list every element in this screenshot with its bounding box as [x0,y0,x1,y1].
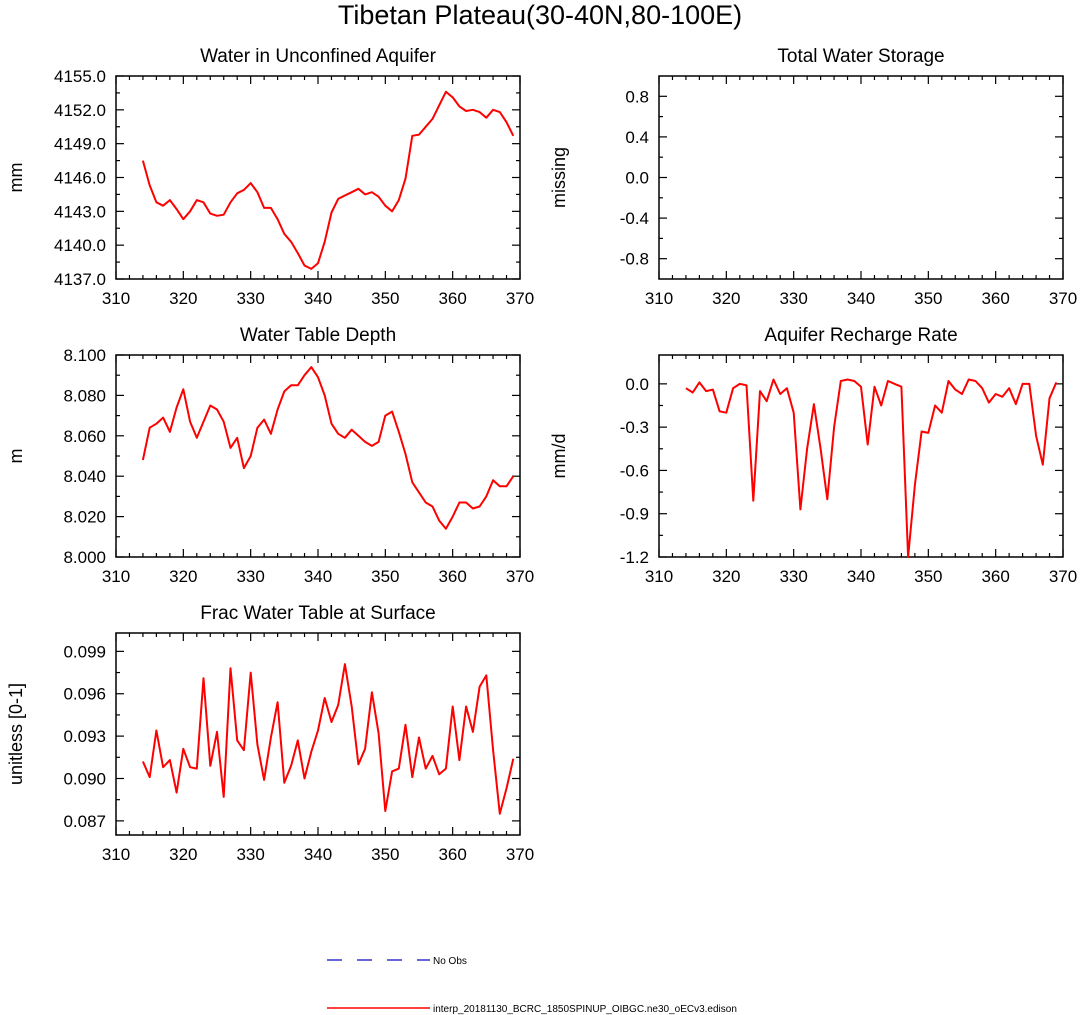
x-tick-label: 350 [914,567,942,586]
x-tick-label: 350 [371,567,399,586]
x-tick-label: 330 [236,845,264,864]
y-tick-label: 0.093 [63,727,106,746]
panel-frac-water-table-surface: Frac Water Table at Surface unitless [0-1… [6,603,534,864]
x-tick-label: 370 [1049,289,1077,308]
y-tick-label: 8.060 [63,427,106,446]
y-axis-label: mm/d [549,434,569,479]
series-line [685,378,1058,558]
y-tick-label: 0.099 [63,642,106,661]
y-tick-label: 4149.0 [54,135,106,154]
x-tick-label: 370 [1049,567,1077,586]
legend-label-no-obs: No Obs [433,956,467,967]
y-axis-label: missing [549,147,569,208]
x-tick-label: 340 [304,845,332,864]
panel-title: Water Table Depth [240,325,396,346]
x-tick-label: 360 [981,567,1009,586]
y-tick-label: 8.020 [63,508,106,527]
plot-frame [658,354,1064,558]
y-tick-label: 0.090 [63,769,106,788]
x-tick-label: 330 [236,567,264,586]
x-tick-label: 330 [236,289,264,308]
x-tick-label: 360 [981,289,1009,308]
series-line [141,90,515,270]
legend: No Obs interp_20181130_BCRC_1850SPINUP_O… [327,956,737,1015]
y-tick-label: -0.4 [620,209,649,228]
x-tick-label: 360 [438,845,466,864]
x-tick-label: 340 [304,567,332,586]
y-tick-label: 4143.0 [54,202,106,221]
y-tick-label: 8.100 [63,346,106,365]
legend-label-model: interp_20181130_BCRC_1850SPINUP_OIBGC.ne… [433,1004,737,1015]
panel-total-water-storage: Total Water Storage missing 310 320 330 340 35… [549,46,1077,308]
y-tick-label: 0.0 [625,375,649,394]
x-tick-label: 310 [102,845,130,864]
x-tick-label: 320 [712,567,740,586]
x-tick-label: 350 [371,845,399,864]
y-tick-label: -0.8 [620,250,649,269]
y-tick-label: 0.096 [63,685,106,704]
plot-frame [658,75,1064,280]
x-tick-label: 330 [779,567,807,586]
x-tick-label: 320 [712,289,740,308]
y-tick-label: 4155.0 [54,67,106,86]
x-tick-label: 360 [438,567,466,586]
x-tick-label: 360 [438,289,466,308]
y-tick-label: 4137.0 [54,270,106,289]
y-tick-label: 0.8 [625,87,649,106]
x-tick-label: 330 [779,289,807,308]
x-tick-label: 370 [506,567,534,586]
panel-title: Frac Water Table at Surface [200,603,436,624]
x-tick-label: 320 [169,567,197,586]
x-tick-label: 320 [169,289,197,308]
x-tick-label: 310 [645,289,673,308]
panel-aquifer-recharge-rate: Aquifer Recharge Rate mm/d 310 320 330 340 350… [549,325,1077,586]
y-tick-label: 8.080 [63,386,106,405]
y-tick-label: 0.4 [625,128,649,147]
y-tick-label: 0.0 [625,169,649,188]
x-tick-label: 350 [371,289,399,308]
y-tick-label: -0.9 [620,505,649,524]
y-tick-label: -1.2 [620,548,649,567]
x-tick-label: 310 [645,567,673,586]
y-tick-label: 4140.0 [54,236,106,255]
panel-title: Water in Unconfined Aquifer [200,46,437,67]
x-tick-label: 310 [102,567,130,586]
series-line [141,366,515,530]
panel-water-unconfined-aquifer: Water in Unconfined Aquifer mm 310 320 330 34… [6,46,534,308]
x-tick-label: 310 [102,289,130,308]
x-tick-label: 370 [506,289,534,308]
x-tick-label: 350 [914,289,942,308]
y-axis-label: m [6,449,26,464]
plot-frame [115,632,521,836]
x-tick-label: 340 [847,567,875,586]
plot-frame [115,354,521,558]
y-tick-label: 4152.0 [54,101,106,120]
figure-title: Tibetan Plateau(30-40N,80-100E) [338,0,742,30]
y-tick-label: 8.000 [63,548,106,567]
x-tick-label: 340 [304,289,332,308]
x-tick-label: 340 [847,289,875,308]
y-tick-label: 8.040 [63,467,106,486]
x-tick-label: 320 [169,845,197,864]
y-tick-label: -0.6 [620,461,649,480]
y-tick-label: -0.3 [620,418,649,437]
y-tick-label: 4146.0 [54,169,106,188]
series-line [141,663,515,815]
y-axis-label: unitless [0-1] [6,683,26,785]
panel-water-table-depth: Water Table Depth m 310 320 330 340 350 360 370 8… [6,325,534,586]
y-axis-label: mm [6,163,26,193]
x-tick-label: 370 [506,845,534,864]
panel-title: Aquifer Recharge Rate [764,325,957,346]
panel-title: Total Water Storage [777,46,944,67]
y-tick-label: 0.087 [63,812,106,831]
